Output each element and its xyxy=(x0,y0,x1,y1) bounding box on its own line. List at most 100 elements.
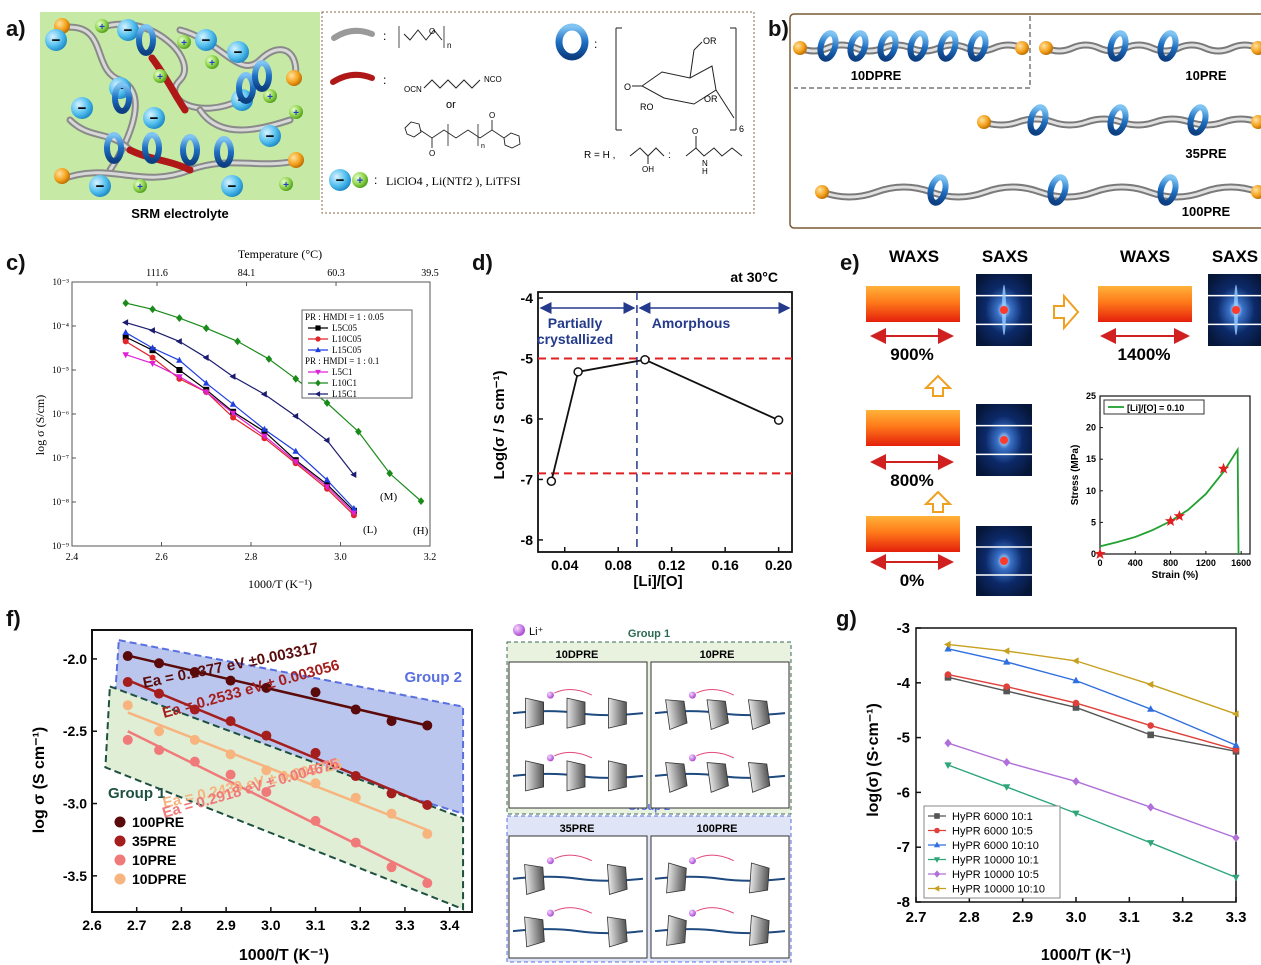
chart-f-xtick-label: 3.4 xyxy=(440,917,460,933)
waxs-1400 xyxy=(1098,286,1192,322)
cell-10dpre-box-cd-cone xyxy=(566,697,586,729)
chart-c-ylabel: log σ (S/cm) xyxy=(33,395,47,455)
anion-sign: − xyxy=(78,100,87,117)
saxs-800-beamstop xyxy=(1000,436,1008,444)
chart-d-xlabel: [Li]/[O] xyxy=(633,573,682,590)
strain-800: 800% xyxy=(890,471,933,490)
chart-g-ytick-label: -3 xyxy=(897,620,910,637)
point-L5C1 xyxy=(292,459,300,466)
point-L15C05 xyxy=(350,505,358,511)
cation-sign: + xyxy=(181,38,187,49)
saxs-label-1: SAXS xyxy=(982,247,1028,266)
point-10DPRE xyxy=(189,734,200,745)
cell-10pre-box-cd-cone xyxy=(706,762,729,793)
polymer-chain-highlight xyxy=(198,108,292,132)
chart-f-xtick-label: 3.3 xyxy=(395,917,415,933)
legend-label-35PRE: 35PRE xyxy=(132,833,176,849)
point-10PRE xyxy=(422,878,433,889)
cation xyxy=(95,19,109,33)
ss-xtick-label: 400 xyxy=(1128,558,1143,568)
svg-text::: : xyxy=(383,29,386,43)
pr-10dpre-ring xyxy=(817,30,839,62)
point-L5C1 xyxy=(350,510,358,517)
pr-100pre-ring xyxy=(927,174,949,206)
svg-text:or: or xyxy=(446,99,456,111)
ss-ytick-label: 20 xyxy=(1086,423,1096,433)
chart-c-ytick-label: 10⁻⁶ xyxy=(52,409,69,419)
ss-ytick-label: 0 xyxy=(1091,549,1096,559)
chart-c-xtick-label: 3.2 xyxy=(424,552,437,563)
anion xyxy=(45,29,67,51)
cd-ring xyxy=(142,132,162,164)
svg-text:NCO: NCO xyxy=(484,75,502,84)
point-L15C1 xyxy=(175,338,182,345)
legend-marker xyxy=(934,827,940,834)
label-100pre: 100PRE xyxy=(1182,204,1231,219)
cd-ring xyxy=(236,72,256,104)
chart-d-xtick-label: 0.16 xyxy=(712,557,739,573)
point-10PRE xyxy=(261,786,272,797)
legend-marker xyxy=(315,369,321,376)
point-HyPR 6000 10:10 xyxy=(1147,705,1155,712)
ss-legend-label: [Li]/[O] = 0.10 xyxy=(1127,403,1184,413)
chart-c-top-label: Temperature (°C) xyxy=(238,247,322,261)
cell-10dpre-box-cd-cone xyxy=(525,697,544,729)
legend-label-L10C05: L10C05 xyxy=(332,334,362,344)
point-L15C05 xyxy=(122,329,129,335)
anion xyxy=(259,125,281,147)
point-HyPR 6000 10:10 xyxy=(944,644,952,652)
svg-text:O: O xyxy=(624,82,631,92)
point-HyPR 10000 10:5 xyxy=(1003,757,1011,767)
pr-10dpre-ring xyxy=(847,30,869,62)
chart-g-xtick-label: 2.9 xyxy=(1012,909,1033,926)
point-L10C1 xyxy=(149,305,156,314)
legend-label-HyPR-6000-10-5: HyPR 6000 10:5 xyxy=(952,826,1033,838)
ss-xtick-label: 1200 xyxy=(1196,558,1216,568)
legend-label-HyPR-10000-10-10: HyPR 10000 10:10 xyxy=(952,884,1045,896)
ss-ylabel: Stress (MPa) xyxy=(1070,445,1081,506)
point-L15C1 xyxy=(122,319,129,326)
point-L15C1 xyxy=(260,390,267,398)
cell-100pre: 100PRE xyxy=(697,823,738,835)
chart-g-xtick-label: 3.3 xyxy=(1226,909,1247,926)
point-L10C1 xyxy=(265,355,273,363)
chart-f-ytick-label: -2.0 xyxy=(63,651,87,667)
point-35PRE xyxy=(122,677,133,688)
chart-c-ytick-label: 10⁻³ xyxy=(53,277,70,287)
region-partial-l2: crystallized xyxy=(537,331,613,347)
legend-label-L10C1: L10C1 xyxy=(332,378,357,388)
strain-0: 0% xyxy=(900,571,925,590)
chart-g-xtick-label: 3.2 xyxy=(1172,909,1193,926)
chart-f-xtick-label: 3.1 xyxy=(306,917,326,933)
point-35PRE xyxy=(189,704,200,715)
legend-label-HyPR-10000-10-5: HyPR 10000 10:5 xyxy=(952,869,1039,881)
cell-35pre-box-cd-cone xyxy=(524,916,545,948)
pr-100pre-stopper xyxy=(1251,185,1261,199)
anion xyxy=(227,41,249,63)
legend-marker xyxy=(315,346,321,353)
svg-text:n: n xyxy=(481,143,485,150)
point-10PRE xyxy=(154,745,165,756)
region-partial-l1: Partially xyxy=(548,315,603,331)
cation xyxy=(279,177,293,191)
measurement-star xyxy=(1173,510,1186,521)
point-L5C1 xyxy=(176,374,183,381)
point-L15C1 xyxy=(323,437,330,444)
pr-10pre-ring xyxy=(1157,30,1179,62)
stopper-bead xyxy=(286,70,302,86)
point-HyPR 6000 10:1 xyxy=(1003,687,1010,695)
legend-header: PR : HMDI = 1 : 0.1 xyxy=(305,356,379,366)
chart-f-xtick-label: 2.9 xyxy=(216,917,236,933)
point-35PRE xyxy=(350,771,361,782)
step-arrow-right xyxy=(1053,293,1080,331)
cell-100pre-box-li-ion xyxy=(688,857,696,865)
chart-d-ytick-label: -4 xyxy=(521,290,534,306)
cell-35pre-box-cd-cone xyxy=(606,916,628,948)
waxs-900 xyxy=(866,286,960,322)
point-HyPR 10000 10:10 xyxy=(944,640,951,649)
point-35PRE xyxy=(310,747,321,758)
pr-35pre-ring xyxy=(1107,104,1129,136)
annot-h: (H) xyxy=(413,525,429,537)
region-amorphous: Amorphous xyxy=(652,315,731,331)
cell-100pre-box-cd-cone xyxy=(666,862,687,894)
